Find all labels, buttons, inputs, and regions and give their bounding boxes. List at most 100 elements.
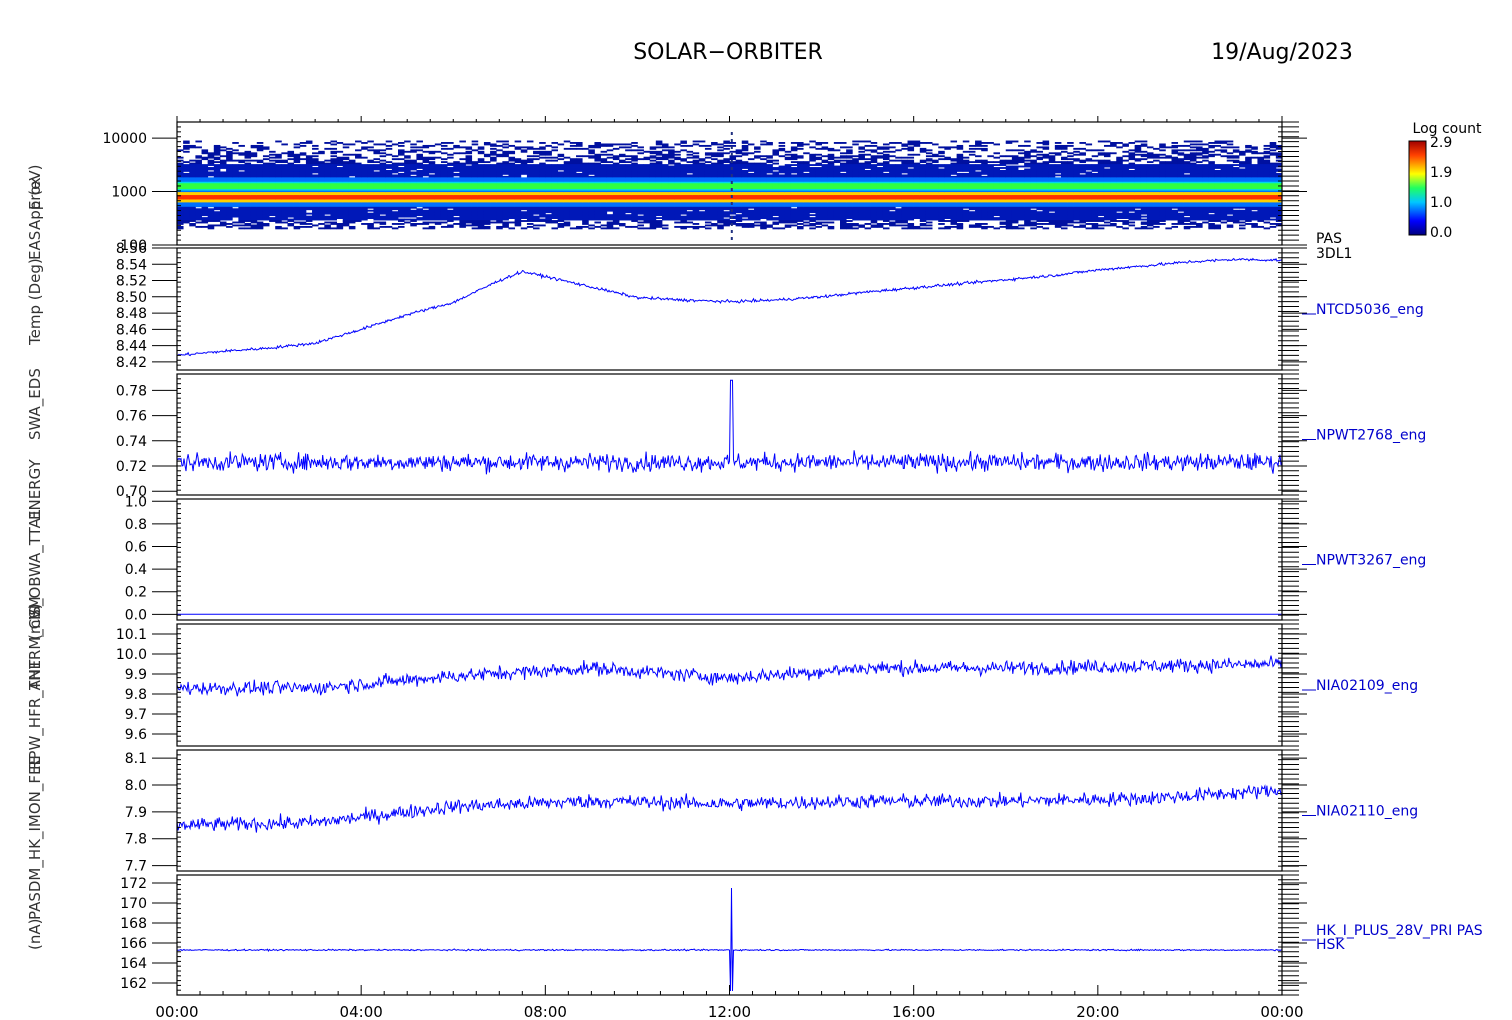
heatmap-cell xyxy=(391,189,399,192)
heatmap-cell xyxy=(612,206,620,209)
heatmap-cell xyxy=(471,171,479,174)
heatmap-cell xyxy=(244,174,252,177)
heatmap-cell xyxy=(483,196,491,199)
heatmap-cell xyxy=(545,203,552,206)
heatmap-cell xyxy=(465,165,473,168)
heatmap-cell xyxy=(674,181,681,184)
heatmap-cell xyxy=(569,200,577,203)
heatmap-cell xyxy=(741,142,749,144)
heatmap-cell xyxy=(226,156,233,159)
heatmap-cell xyxy=(232,208,239,211)
heatmap-cell xyxy=(348,190,356,193)
heatmap-cell xyxy=(643,193,651,196)
heatmap-cell xyxy=(312,155,319,158)
heatmap-cell xyxy=(373,178,380,181)
heatmap-cell xyxy=(244,192,252,194)
heatmap-cell xyxy=(772,196,780,199)
heatmap-cell xyxy=(330,200,338,203)
heatmap-cell xyxy=(514,184,522,187)
heatmap-cell xyxy=(213,146,221,149)
heatmap-cell xyxy=(533,218,540,221)
heatmap-cell xyxy=(569,147,577,150)
heatmap-cell xyxy=(177,217,184,219)
heatmap-cell xyxy=(471,177,479,180)
heatmap-cell xyxy=(661,174,669,177)
heatmap-cell xyxy=(735,214,743,217)
heatmap-cell xyxy=(637,221,644,224)
heatmap-cell xyxy=(385,164,393,166)
heatmap-cell xyxy=(619,159,626,162)
heatmap-cell xyxy=(514,178,522,181)
heatmap-cell xyxy=(760,205,767,208)
heatmap-cell xyxy=(410,206,417,209)
heatmap-cell xyxy=(434,195,442,197)
heatmap-cell xyxy=(355,193,362,196)
heatmap-cell xyxy=(318,164,325,166)
heatmap-cell xyxy=(557,153,565,156)
heatmap-cell xyxy=(232,187,239,190)
heatmap-cell xyxy=(747,165,755,168)
heatmap-cell xyxy=(588,218,595,221)
heatmap-cell xyxy=(612,193,620,196)
heatmap-cell xyxy=(213,144,221,147)
heatmap-cell xyxy=(735,200,743,203)
heatmap-cell xyxy=(256,225,264,228)
heatmap-cell xyxy=(379,218,387,221)
heatmap-cell xyxy=(619,169,626,172)
heatmap-cell xyxy=(747,152,755,155)
heatmap-cell xyxy=(336,189,344,192)
heatmap-cell xyxy=(496,167,503,169)
heatmap-cell xyxy=(238,208,245,211)
heatmap-cell xyxy=(465,200,473,203)
heatmap-cell xyxy=(612,223,620,225)
heatmap-cell xyxy=(729,199,737,202)
heatmap-cell xyxy=(287,169,295,172)
heatmap-cell xyxy=(698,178,706,181)
heatmap-cell xyxy=(637,171,644,174)
heatmap-cell xyxy=(625,206,632,209)
heatmap-cell xyxy=(649,168,657,171)
heatmap-cell xyxy=(704,164,712,166)
heatmap-cell xyxy=(244,212,252,215)
heatmap-cell xyxy=(797,195,804,197)
heatmap-cell xyxy=(631,197,638,200)
heatmap-cell xyxy=(625,146,632,149)
heatmap-cell xyxy=(551,164,559,166)
heatmap-cell xyxy=(318,223,325,225)
heatmap-cell xyxy=(815,208,822,211)
heatmap-cell xyxy=(232,224,239,227)
heatmap-cell xyxy=(711,187,718,190)
heatmap-cell xyxy=(318,162,325,165)
heatmap-cell xyxy=(520,200,528,203)
heatmap-cell xyxy=(207,224,215,227)
heatmap-cell xyxy=(312,197,319,200)
heatmap-cell xyxy=(379,152,387,155)
heatmap-cell xyxy=(790,199,798,202)
heatmap-cell xyxy=(447,142,454,144)
heatmap-cell xyxy=(551,227,559,230)
heatmap-cell xyxy=(219,195,227,197)
heatmap-cell xyxy=(318,227,325,230)
heatmap-cell xyxy=(827,195,835,197)
heatmap-cell xyxy=(797,196,804,199)
heatmap-cell xyxy=(434,215,442,218)
heatmap-cell xyxy=(668,209,675,212)
heatmap-cell xyxy=(398,149,405,152)
heatmap-cell xyxy=(324,175,331,178)
heatmap-cell xyxy=(631,206,638,209)
heatmap-cell xyxy=(520,162,528,165)
heatmap-cell xyxy=(711,197,718,200)
heatmap-cell xyxy=(422,221,430,224)
heatmap-cell xyxy=(582,147,589,150)
heatmap-cell xyxy=(244,202,252,205)
heatmap-cell xyxy=(299,200,307,203)
heatmap-cell xyxy=(827,186,835,189)
heatmap-cell xyxy=(404,203,411,206)
heatmap-cell xyxy=(496,220,503,222)
heatmap-cell xyxy=(404,162,411,165)
heatmap-cell xyxy=(686,195,694,197)
heatmap-cell xyxy=(447,205,454,208)
heatmap-cell xyxy=(594,189,601,192)
heatmap-cell xyxy=(336,215,344,218)
heatmap-cell xyxy=(803,180,810,183)
